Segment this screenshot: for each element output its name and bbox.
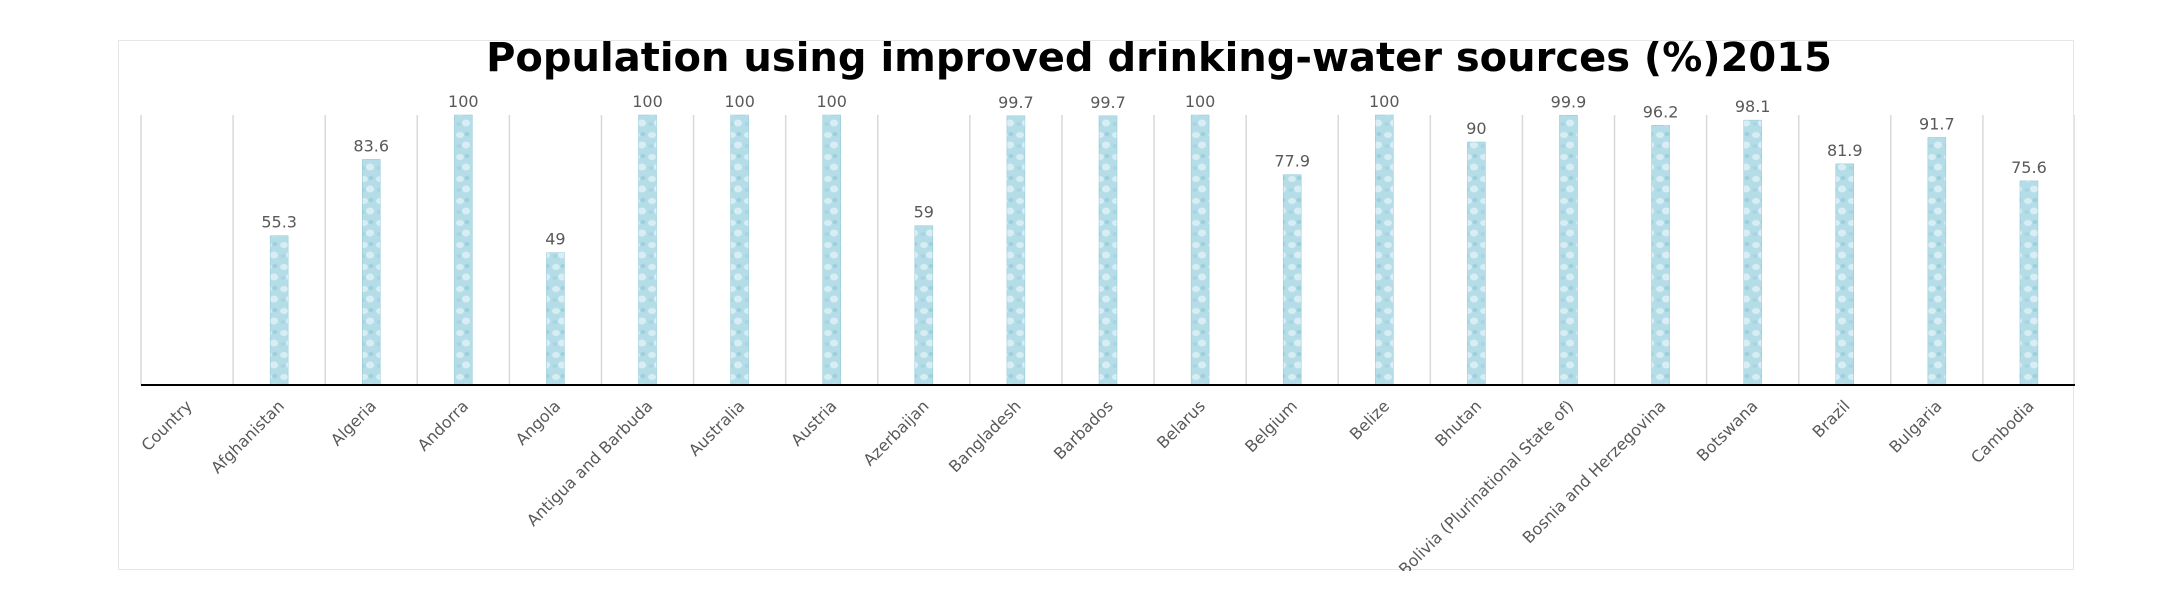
bar [1467, 141, 1486, 386]
data-label: 75.6 [2011, 158, 2047, 177]
data-labels: 55.3 83.6 100 49 100 100 100 59 99.7 99.7 100 77.9 1… [261, 92, 2046, 249]
data-label: 96.2 [1643, 102, 1679, 121]
bar [730, 114, 749, 386]
x-tick-label: Angola [512, 396, 565, 449]
data-label: 100 [1185, 92, 1216, 111]
x-tick-label: Austria [787, 396, 840, 449]
data-label: 77.9 [1274, 152, 1310, 171]
category-gridlines [140, 115, 2075, 385]
x-tick-label: Country [137, 396, 195, 454]
data-label: 91.7 [1919, 114, 1955, 133]
data-label: 99.7 [1090, 93, 1126, 112]
data-label: 100 [816, 92, 847, 111]
x-tick-label: Brazil [1809, 396, 1854, 441]
x-tick-label: Barbados [1050, 396, 1117, 463]
chart-title: Population using improved drinking-water… [486, 41, 1832, 81]
data-label: 99.9 [1551, 92, 1587, 111]
x-tick-label: Bolivia (Plurinational State of) [1395, 396, 1577, 571]
data-label: 90 [1466, 119, 1486, 138]
bar [1190, 114, 1210, 386]
bar [546, 252, 565, 386]
bar [1651, 125, 1670, 386]
bar [1282, 174, 1302, 386]
x-tick-label: Belize [1346, 396, 1393, 443]
x-tick-label: Cambodia [1967, 396, 2038, 467]
x-tick-label: Azerbaijan [859, 396, 932, 469]
bar [1375, 114, 1394, 386]
bar [914, 225, 934, 386]
x-tick-label: Bhutan [1431, 396, 1485, 450]
data-label: 55.3 [261, 213, 297, 232]
bar [1006, 115, 1026, 386]
data-label: 49 [545, 230, 565, 249]
bar [1559, 115, 1578, 386]
bar [822, 114, 841, 386]
x-tick-label: Algeria [327, 396, 380, 449]
chart-area: Population using improved drinking-water… [118, 40, 2075, 571]
data-label: 81.9 [1827, 141, 1863, 160]
bar-chart: Population using improved drinking-water… [137, 41, 2075, 571]
data-label: 100 [448, 92, 479, 111]
bar [1743, 119, 1762, 386]
x-tick-label: Bulgaria [1885, 396, 1945, 456]
data-label: 100 [632, 92, 663, 111]
data-label: 83.6 [353, 136, 389, 155]
data-label: 98.1 [1735, 97, 1771, 116]
x-tick-label: Bangladesh [945, 396, 1025, 476]
x-axis-tick-labels: Country Afghanistan Algeria Andorra AngolaAn… [137, 396, 2037, 571]
data-label: 99.7 [998, 93, 1034, 112]
data-label: 100 [724, 92, 755, 111]
x-tick-label: Afghanistan [207, 396, 288, 477]
bar [454, 114, 473, 386]
x-tick-label: Belarus [1153, 396, 1209, 452]
bar [638, 114, 657, 386]
bar [361, 159, 381, 386]
bar-series [269, 114, 2039, 386]
bar [1927, 137, 1947, 386]
x-tick-label: Andorra [414, 396, 472, 454]
bar [269, 235, 289, 386]
bar [1835, 163, 1855, 386]
bar [2019, 180, 2039, 386]
x-tick-label: Belgium [1241, 396, 1301, 456]
data-label: 59 [914, 203, 934, 222]
x-tick-label: Botswana [1693, 396, 1762, 465]
data-label: 100 [1369, 92, 1400, 111]
bar [1098, 115, 1118, 386]
x-tick-label: Australia [685, 396, 748, 459]
